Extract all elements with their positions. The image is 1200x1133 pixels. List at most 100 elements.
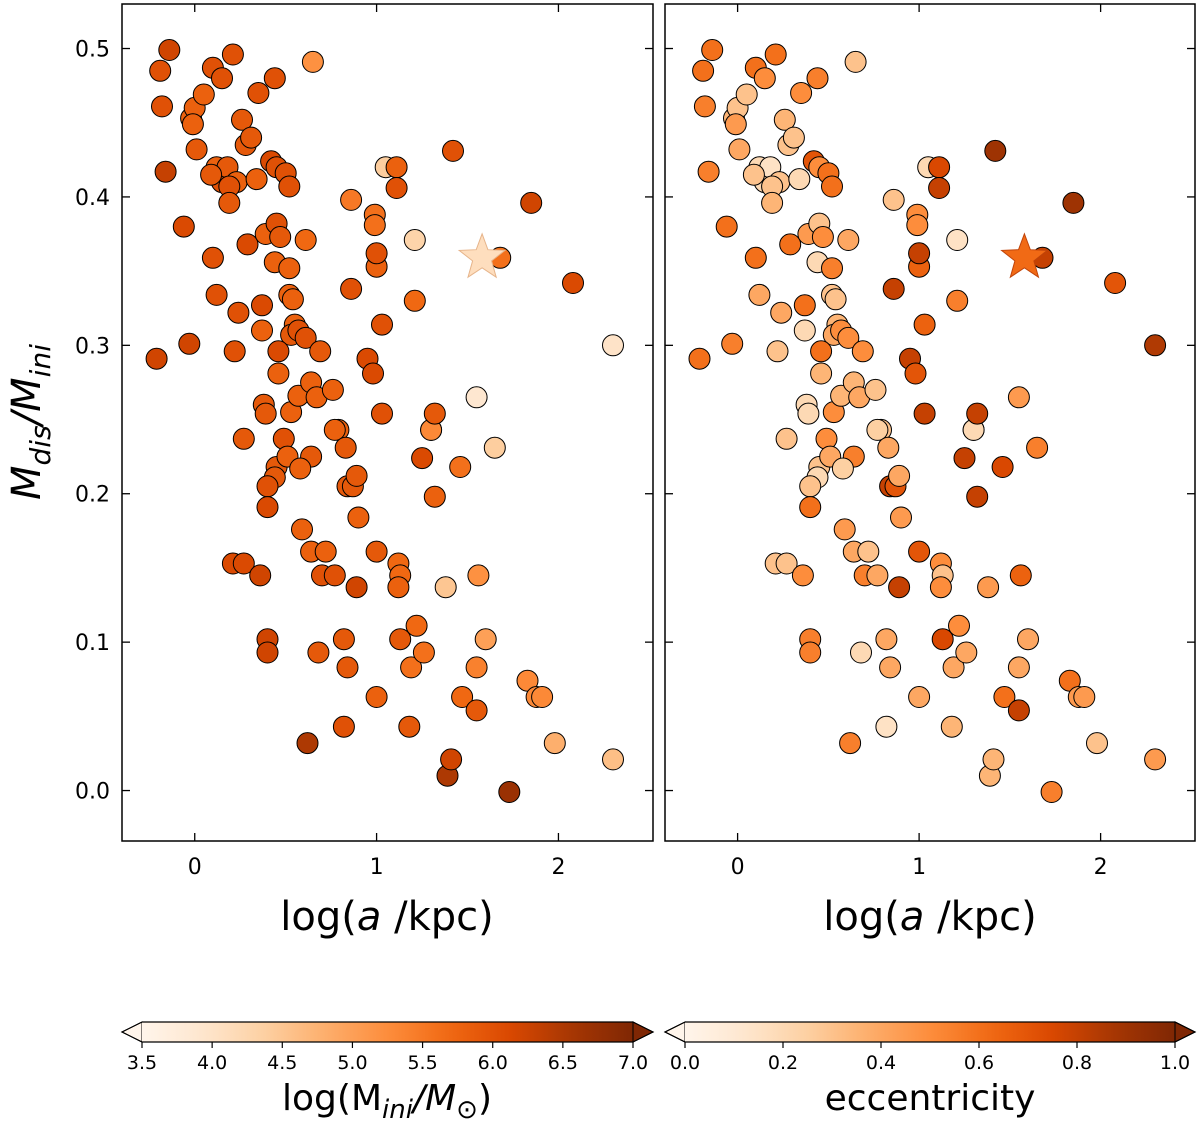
right-points <box>688 39 1167 803</box>
scatter-point <box>1144 748 1167 771</box>
scatter-point <box>403 229 426 251</box>
scatter-point <box>913 313 936 336</box>
scatter-point <box>1040 781 1063 803</box>
scatter-point <box>192 83 215 106</box>
scatter-point <box>371 402 393 425</box>
scatter-point <box>955 641 978 664</box>
scatter-point <box>761 191 784 214</box>
scatter-point <box>200 163 223 186</box>
scatter-point <box>1144 334 1167 357</box>
scatter-point <box>278 257 301 280</box>
scatter-point <box>888 576 911 599</box>
scatter-point <box>966 485 989 508</box>
scatter-point <box>844 50 867 73</box>
scatter-point <box>799 496 822 519</box>
scatter-point <box>221 43 244 66</box>
colorbar-tick-label: 3.5 <box>127 1052 157 1074</box>
scatter-point <box>345 576 368 599</box>
scatter-point <box>744 246 767 269</box>
scatter-point <box>211 67 233 90</box>
scatter-point <box>334 436 357 459</box>
scatter-point <box>877 436 900 459</box>
scatter-point <box>294 229 317 251</box>
scatter-point <box>904 362 927 385</box>
scatter-point <box>281 288 304 311</box>
left-plot-frame <box>121 3 654 842</box>
scatter-point <box>931 628 954 651</box>
scatter-point <box>181 113 204 136</box>
scatter-point <box>405 614 428 637</box>
scatter-point <box>278 175 301 198</box>
scatter-point <box>602 748 624 771</box>
scatter-point <box>837 229 860 251</box>
left-colorbar: 3.5 4.0 4.5 5.0 5.5 6.0 6.5 7.0 log(Mini/M⊙) <box>120 1021 655 1125</box>
scatter-point <box>345 464 368 487</box>
left-x-axis-label: log(a /kpc) <box>280 894 493 940</box>
scatter-point <box>474 628 497 651</box>
scatter-point <box>411 447 434 470</box>
scatter-point <box>1026 436 1049 459</box>
scatter-point <box>948 614 970 637</box>
scatter-point <box>269 226 292 248</box>
scatter-point <box>908 540 931 563</box>
scatter-point <box>775 427 798 450</box>
colorbar-tick-label: 4.0 <box>197 1052 227 1074</box>
scatter-point <box>824 288 847 311</box>
scatter-point <box>365 686 388 708</box>
scatter-point <box>797 402 820 425</box>
scatter-point <box>363 214 386 237</box>
scatter-point <box>793 294 816 317</box>
scatter-point <box>158 39 181 61</box>
scatter-point <box>321 378 344 401</box>
scatter-point <box>296 732 319 755</box>
scatter-point <box>748 283 771 306</box>
colorbar-tick-label: 0.2 <box>768 1052 798 1074</box>
y-axis-label: Mdis/Mini <box>4 344 57 500</box>
y-tick-label: 0.2 <box>75 483 110 508</box>
scatter-point <box>232 552 255 575</box>
scatter-point <box>403 289 426 312</box>
scatter-point <box>879 656 902 679</box>
scatter-point <box>251 294 273 317</box>
scatter-point <box>782 126 805 149</box>
scatter-point <box>178 332 201 355</box>
scatter-point <box>371 313 393 336</box>
scatter-point <box>1007 386 1030 409</box>
scatter-point <box>831 457 854 480</box>
scatter-point <box>864 378 887 401</box>
scatter-point <box>272 427 295 450</box>
left-colorbar-ticks: 3.5 4.0 4.5 5.0 5.5 6.0 6.5 7.0 <box>127 1042 648 1074</box>
scatter-point <box>928 177 951 199</box>
colorbar-tick-label: 5.5 <box>407 1052 437 1074</box>
scatter-point <box>791 564 814 587</box>
scatter-point <box>314 540 337 563</box>
scatter-point <box>821 257 843 280</box>
scatter-point <box>562 272 584 294</box>
scatter-point <box>400 656 423 679</box>
scatter-point <box>498 781 521 803</box>
y-tick-label: 0.3 <box>75 334 110 359</box>
scatter-point <box>697 160 720 183</box>
scatter-point <box>172 215 195 238</box>
scatter-point <box>365 540 388 563</box>
scatter-point <box>866 418 889 441</box>
scatter-point <box>788 168 811 191</box>
scatter-point <box>434 576 457 599</box>
scatter-point <box>764 43 787 66</box>
scatter-point <box>735 83 758 106</box>
scatter-point <box>267 362 290 385</box>
x-tick-label: 0 <box>731 855 745 880</box>
x-tick-label: 1 <box>370 855 384 880</box>
scatter-point <box>543 732 566 755</box>
scatter-point <box>149 59 172 82</box>
colorbar-tick-label: 6.0 <box>478 1052 508 1074</box>
scatter-point <box>946 289 969 312</box>
scatter-point <box>715 215 738 238</box>
x-tick-label: 2 <box>1094 855 1108 880</box>
scatter-point <box>267 340 290 363</box>
scatter-point <box>928 156 951 179</box>
scatter-point <box>875 628 898 651</box>
scatter-point <box>839 732 862 755</box>
scatter-point <box>240 126 263 149</box>
